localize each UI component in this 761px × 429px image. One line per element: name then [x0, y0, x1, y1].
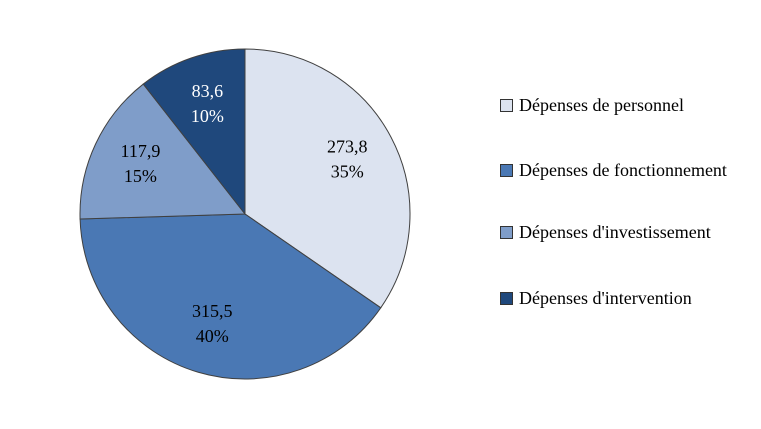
legend-label: Dépenses de fonctionnement	[519, 160, 727, 180]
pie-slice	[79, 213, 382, 380]
value-label: 117,9	[120, 141, 160, 161]
legend-label: Dépenses d'investissement	[519, 222, 711, 242]
pie-slice	[142, 48, 246, 216]
legend-item: Dépenses d'intervention	[500, 286, 740, 311]
percent-label: 10%	[191, 106, 224, 126]
value-label: 273,8	[327, 136, 368, 156]
legend-swatch	[500, 226, 513, 239]
percent-label: 35%	[331, 161, 364, 181]
pie-slice	[79, 83, 247, 220]
value-label: 315,5	[192, 301, 233, 321]
legend-swatch	[500, 292, 513, 305]
pie-slice	[244, 48, 411, 309]
percent-label: 15%	[124, 166, 157, 186]
legend-swatch	[500, 99, 513, 112]
percent-label: 40%	[196, 326, 229, 346]
legend-item: Dépenses de personnel	[500, 93, 740, 118]
legend-item: Dépenses de fonctionnement	[500, 158, 740, 183]
legend-swatch	[500, 164, 513, 177]
legend-item: Dépenses d'investissement	[500, 220, 740, 245]
value-label: 83,6	[192, 81, 224, 101]
legend-label: Dépenses d'intervention	[519, 288, 692, 308]
legend-label: Dépenses de personnel	[519, 95, 684, 115]
